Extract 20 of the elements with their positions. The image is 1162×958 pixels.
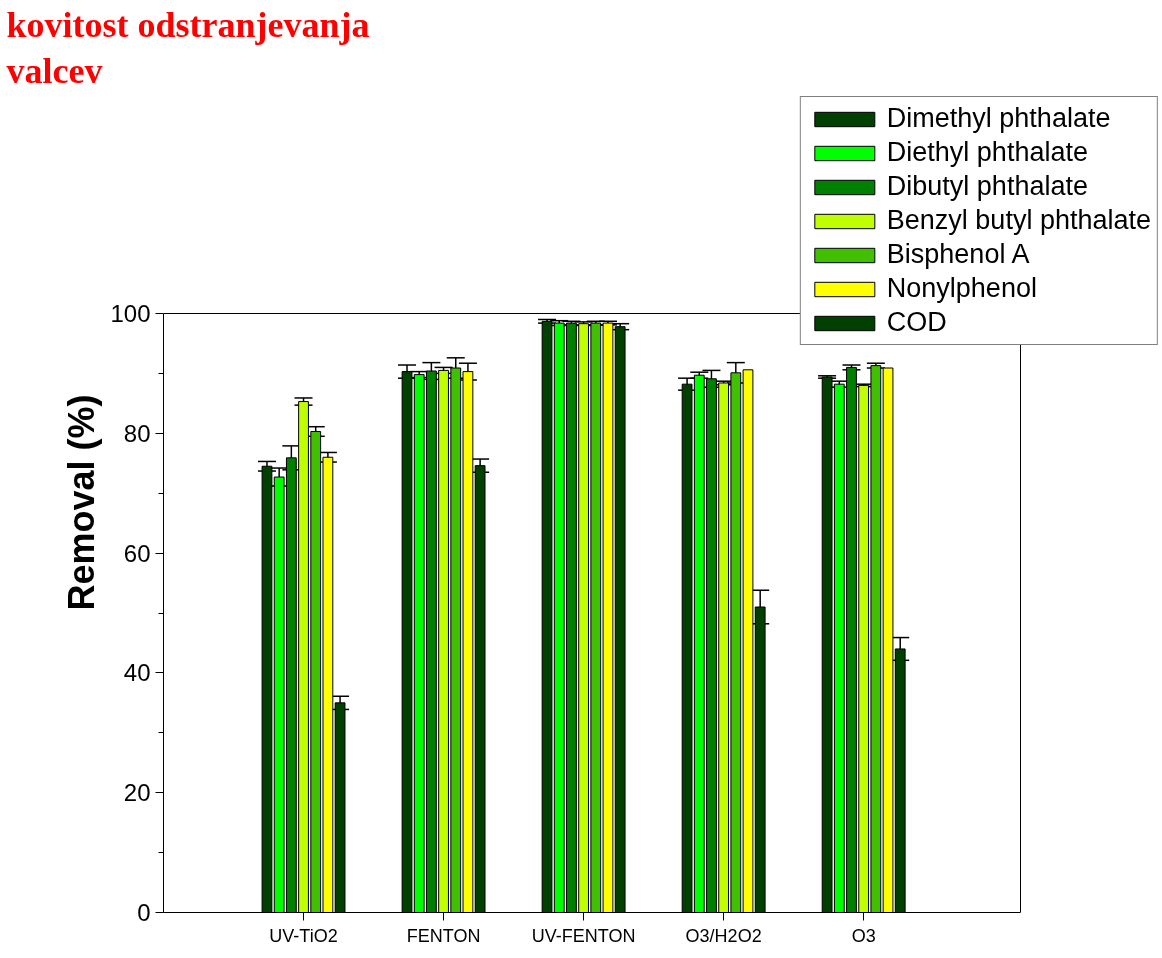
y-tick-label: 60: [123, 539, 151, 567]
y-tick-label: 20: [123, 779, 151, 807]
x-tick-label: UV-TiO2: [269, 925, 338, 946]
y-tick-label: 100: [110, 300, 151, 327]
x-tick-label: UV-FENTON: [531, 925, 636, 946]
y-tick-label: 40: [123, 659, 151, 687]
legend-label: Dibutyl phthalate: [886, 171, 1088, 202]
y-tick-label: 0: [137, 899, 151, 926]
legend-label: Benzyl butyl phthalate: [886, 205, 1151, 236]
y-axis-title: Removal (%): [61, 394, 103, 611]
legend-label: Dimethyl phthalate: [886, 103, 1111, 134]
x-tick-label: O3: [851, 925, 876, 946]
legend-label: Nonylphenol: [886, 273, 1037, 304]
legend-label: COD: [886, 307, 947, 338]
x-tick-label: FENTON: [406, 925, 481, 946]
y-tick-label: 80: [123, 419, 151, 447]
chart-title: kovitost odstranjevanja valcev: [6, 4, 370, 91]
legend-label: Diethyl phthalate: [886, 137, 1088, 168]
x-tick-label: O3/H2O2: [685, 925, 762, 946]
legend-label: Bisphenol A: [886, 239, 1030, 270]
